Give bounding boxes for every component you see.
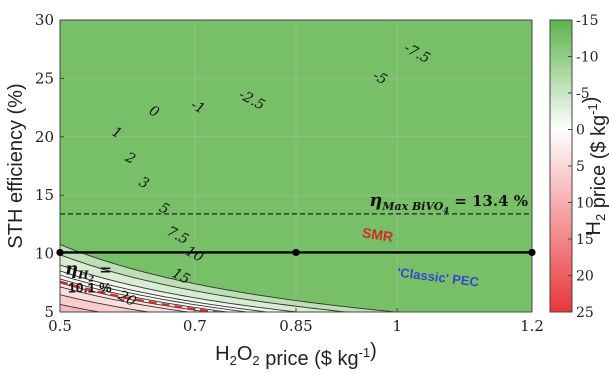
operating-point (56, 248, 64, 257)
y-tick-label: 10 (35, 245, 54, 263)
operating-line: ηH2 =10.1 % (56, 248, 536, 295)
contour-line (60, 278, 232, 312)
contour-label: -1 (188, 97, 208, 118)
colorbar: -15 -10 -5 0 5 10 15 20 25 H2 price ($ kg-1) (549, 13, 610, 321)
contour-label: -5 (370, 68, 390, 89)
colorbar-tick-label: 5 (576, 159, 585, 175)
contour-line (60, 274, 252, 312)
eta-h2-value: 10.1 % (68, 279, 112, 295)
y-axis-label: STH efficiency (%) (5, 83, 27, 248)
y-tick-label: 20 (35, 128, 54, 146)
x-tick-label: 1 (392, 317, 402, 335)
colorbar-ticks: -15 -10 -5 0 5 10 15 20 25 (568, 13, 599, 321)
x-tick-label: 0.7 (183, 317, 207, 335)
y-tick-label: 15 (35, 186, 54, 204)
contour-line (60, 294, 152, 312)
x-axis-label: H2O2 price ($ kg-1) (215, 340, 377, 370)
colorbar-tick-label: -15 (576, 13, 599, 29)
colorbar-tick-label: 15 (576, 232, 594, 248)
colorbar-tick-label: -10 (576, 50, 599, 66)
x-tick-label: 0.85 (279, 317, 312, 335)
contour-label: 15 (169, 265, 192, 288)
colorbar-tick-label: 0 (576, 123, 585, 139)
operating-point (528, 248, 536, 257)
eta-h2-label: ηH2 = (65, 258, 112, 283)
y-tick-label: 5 (44, 303, 54, 321)
reference-line (60, 280, 224, 312)
contour-label: 10 (183, 243, 206, 266)
smr-label: SMR (361, 224, 394, 245)
contour-label: 20 (114, 287, 138, 310)
colorbar-tick-label: 25 (576, 305, 594, 321)
y-tick-label: 25 (35, 69, 54, 87)
bivo4-max-label: ηMax BiVO4 = 13.4 % (369, 190, 528, 215)
plot-area (60, 20, 532, 312)
x-tick-label: 1.2 (520, 317, 544, 335)
colorbar-tick-label: -5 (576, 86, 590, 102)
y-axis-ticks: 5 10 15 20 25 30 (35, 11, 64, 321)
x-axis-ticks: 0.5 0.7 0.85 1 1.2 (48, 308, 544, 335)
color-bands (60, 20, 532, 312)
reference-lines (60, 213, 532, 312)
colorbar-tick-label: 20 (576, 269, 594, 285)
contour-line (60, 270, 272, 312)
colorbar-label: H2 price ($ kg-1) (580, 97, 610, 236)
contour-line (60, 286, 192, 312)
y-tick-label: 30 (35, 11, 54, 29)
colorbar-tick-label: 10 (576, 196, 594, 212)
x-tick-label: 0.5 (48, 317, 72, 335)
operating-point (292, 248, 300, 257)
